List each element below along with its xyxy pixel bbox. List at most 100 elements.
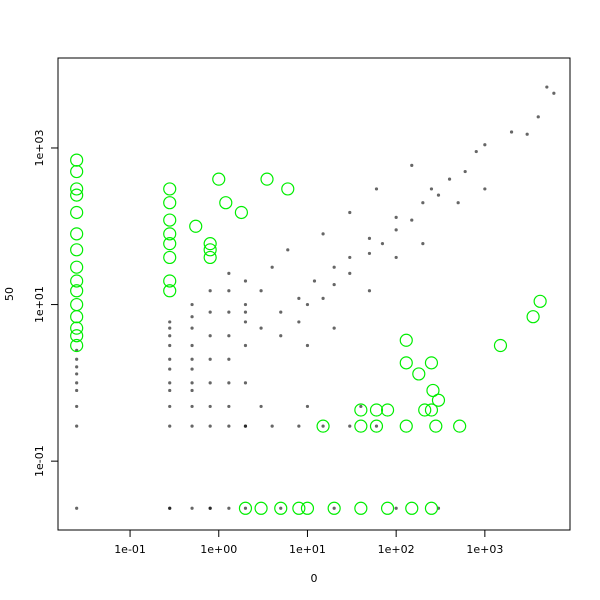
point xyxy=(394,255,398,260)
highlight-point xyxy=(70,297,84,312)
highlight-point xyxy=(70,243,84,257)
highlight-point xyxy=(399,356,413,370)
highlight-point xyxy=(203,250,217,265)
highlight-point xyxy=(274,501,288,515)
point xyxy=(367,236,372,240)
highlight-point xyxy=(70,310,84,324)
point xyxy=(208,310,212,314)
point xyxy=(332,506,336,510)
point xyxy=(456,201,460,205)
point xyxy=(227,289,231,293)
point xyxy=(374,187,379,191)
point xyxy=(168,357,172,361)
highlight-point xyxy=(163,284,177,298)
highlight-point xyxy=(354,501,368,515)
point xyxy=(168,388,172,393)
highlight-point xyxy=(418,403,432,417)
point xyxy=(474,149,478,154)
point xyxy=(243,424,248,428)
point xyxy=(168,404,172,409)
point xyxy=(394,215,398,219)
highlight-point xyxy=(70,338,84,353)
point xyxy=(168,381,172,385)
highlight-point xyxy=(234,205,249,220)
point xyxy=(190,388,194,393)
point xyxy=(410,218,414,222)
highlight-point xyxy=(399,419,413,433)
point xyxy=(75,381,79,385)
point xyxy=(208,506,212,510)
highlight-point xyxy=(354,403,368,417)
point xyxy=(227,271,231,276)
highlight-point xyxy=(316,419,330,433)
point xyxy=(190,506,194,510)
highlight-point xyxy=(163,213,177,227)
point xyxy=(447,177,452,181)
point xyxy=(227,424,231,428)
point xyxy=(367,251,372,256)
point xyxy=(168,506,172,510)
point xyxy=(536,115,540,119)
point xyxy=(190,381,194,385)
point xyxy=(380,242,385,246)
point xyxy=(332,282,336,287)
point xyxy=(190,343,194,348)
highlight-point xyxy=(163,237,177,251)
point xyxy=(483,187,487,191)
highlight-point xyxy=(260,172,274,186)
highlight-point xyxy=(163,196,177,210)
highlight-point xyxy=(424,501,439,515)
highlight-point xyxy=(203,243,217,257)
highlight-point xyxy=(70,260,84,274)
highlight-point xyxy=(399,333,413,347)
point xyxy=(190,326,194,330)
point xyxy=(348,255,352,260)
point xyxy=(168,320,172,324)
point xyxy=(279,506,283,510)
point xyxy=(227,506,231,510)
highlight-point xyxy=(163,227,177,241)
point xyxy=(348,210,352,215)
highlight-point xyxy=(429,419,443,433)
highlight-point xyxy=(163,182,177,196)
point xyxy=(75,357,79,361)
x-tick-label: 1e+01 xyxy=(289,543,326,556)
point xyxy=(75,404,79,409)
highlight-point xyxy=(70,274,84,288)
point xyxy=(394,228,398,232)
highlight-point xyxy=(493,338,508,353)
point xyxy=(312,279,317,283)
point xyxy=(321,296,325,300)
point xyxy=(436,193,441,197)
point xyxy=(305,404,310,409)
point xyxy=(483,143,487,147)
highlight-point xyxy=(533,294,547,308)
point xyxy=(286,248,290,252)
point xyxy=(190,315,194,319)
point xyxy=(75,506,79,510)
highlight-point xyxy=(300,501,315,515)
point xyxy=(321,424,325,428)
point xyxy=(279,310,283,314)
highlight-point xyxy=(70,188,84,202)
point xyxy=(259,289,263,293)
point xyxy=(321,232,325,236)
highlight-point xyxy=(70,227,84,241)
highlight-point xyxy=(238,501,253,515)
highlight-point xyxy=(163,250,177,265)
point xyxy=(227,381,231,385)
point xyxy=(374,424,379,428)
point xyxy=(208,424,212,428)
point xyxy=(190,404,194,409)
highlight-point xyxy=(526,310,540,324)
highlight-point xyxy=(327,501,341,515)
point xyxy=(270,265,274,269)
point xyxy=(270,424,274,428)
point xyxy=(394,506,398,510)
point xyxy=(332,326,336,330)
point xyxy=(545,85,549,89)
point xyxy=(359,404,363,409)
point xyxy=(243,320,248,324)
point xyxy=(208,357,212,361)
